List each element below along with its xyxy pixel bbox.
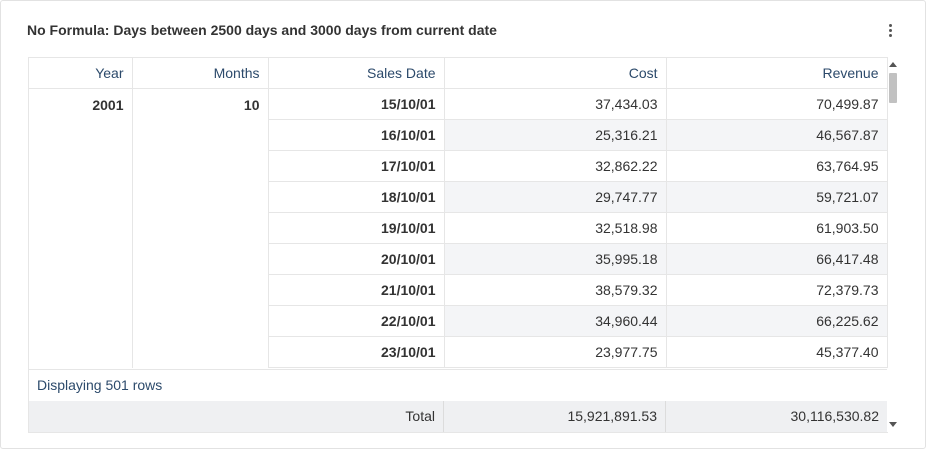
cell-cost: 35,995.18: [444, 243, 667, 275]
cell-revenue: 66,225.62: [666, 305, 888, 337]
cell-revenue: 66,417.48: [666, 243, 888, 275]
cell-cost: 34,960.44: [444, 305, 667, 337]
scroll-up-arrow-icon[interactable]: [889, 62, 897, 67]
row-count-text: Displaying 501 rows: [29, 369, 887, 400]
cell-cost: 25,316.21: [444, 119, 667, 151]
more-vertical-icon[interactable]: [881, 20, 899, 40]
cell-cost: 32,862.22: [444, 150, 667, 182]
totals-cost: 15,921,891.53: [444, 401, 666, 432]
cell-revenue: 46,567.87: [666, 119, 888, 151]
table-row[interactable]: 16/10/01 25,316.21 46,567.87: [29, 119, 888, 151]
widget-title: No Formula: Days between 2500 days and 3…: [27, 22, 497, 38]
cell-cost: 23,977.75: [444, 336, 667, 368]
table-row[interactable]: 17/10/01 32,862.22 63,764.95: [29, 150, 888, 182]
cell-sales-date: 17/10/01: [268, 150, 445, 182]
cell-sales-date: 23/10/01: [268, 336, 445, 368]
cell-sales-date: 16/10/01: [268, 119, 445, 151]
column-header-year[interactable]: Year: [29, 58, 133, 89]
table-row[interactable]: 19/10/01 32,518.98 61,903.50: [29, 212, 888, 244]
cell-revenue: 72,379.73: [666, 274, 888, 306]
cell-sales-date: 15/10/01: [268, 88, 445, 120]
vertical-scrollbar[interactable]: [887, 57, 899, 431]
cell-cost: 29,747.77: [444, 181, 667, 213]
cell-sales-date: 22/10/01: [268, 305, 445, 337]
table-row[interactable]: 18/10/01 29,747.77 59,721.07: [29, 181, 888, 213]
cell-sales-date: 21/10/01: [268, 274, 445, 306]
table-row[interactable]: 22/10/01 34,960.44 66,225.62: [29, 305, 888, 337]
cell-revenue: 59,721.07: [666, 181, 888, 213]
cell-revenue: 70,499.87: [666, 88, 888, 120]
scroll-thumb[interactable]: [889, 73, 897, 103]
column-header-months[interactable]: Months: [132, 58, 269, 89]
cell-revenue: 45,377.40: [666, 336, 888, 368]
cell-cost: 37,434.03: [444, 88, 667, 120]
cell-sales-date: 18/10/01: [268, 181, 445, 213]
column-header-cost[interactable]: Cost: [444, 58, 667, 89]
table-header-row: Year Months Sales Date Cost Revenue: [29, 58, 888, 89]
table-row[interactable]: 2001 10 15/10/01 37,434.03 70,499.87: [29, 88, 888, 368]
cell-sales-date: 20/10/01: [268, 243, 445, 275]
column-header-revenue[interactable]: Revenue: [666, 58, 888, 89]
totals-revenue: 30,116,530.82: [790, 408, 880, 424]
cell-revenue: 61,903.50: [666, 212, 888, 244]
cell-cost: 38,579.32: [444, 274, 667, 306]
table-row[interactable]: 20/10/01 35,995.18 66,417.48: [29, 243, 888, 275]
totals-label: Total: [29, 401, 444, 432]
cell-month: 10: [132, 88, 269, 368]
cell-year: 2001: [29, 88, 133, 368]
column-header-sales-date[interactable]: Sales Date: [268, 58, 445, 89]
data-table: Year Months Sales Date Cost Revenue 2001…: [28, 57, 888, 433]
cell-sales-date: 19/10/01: [268, 212, 445, 244]
cell-cost: 32,518.98: [444, 212, 667, 244]
table-row[interactable]: 21/10/01 38,579.32 72,379.73: [29, 274, 888, 306]
cell-revenue: 63,764.95: [666, 150, 888, 182]
table-row[interactable]: 23/10/01 23,977.75 45,377.40: [29, 336, 888, 368]
totals-row: Total 15,921,891.53 30,116,530.82: [29, 401, 887, 432]
scroll-down-arrow-icon[interactable]: [889, 422, 897, 427]
